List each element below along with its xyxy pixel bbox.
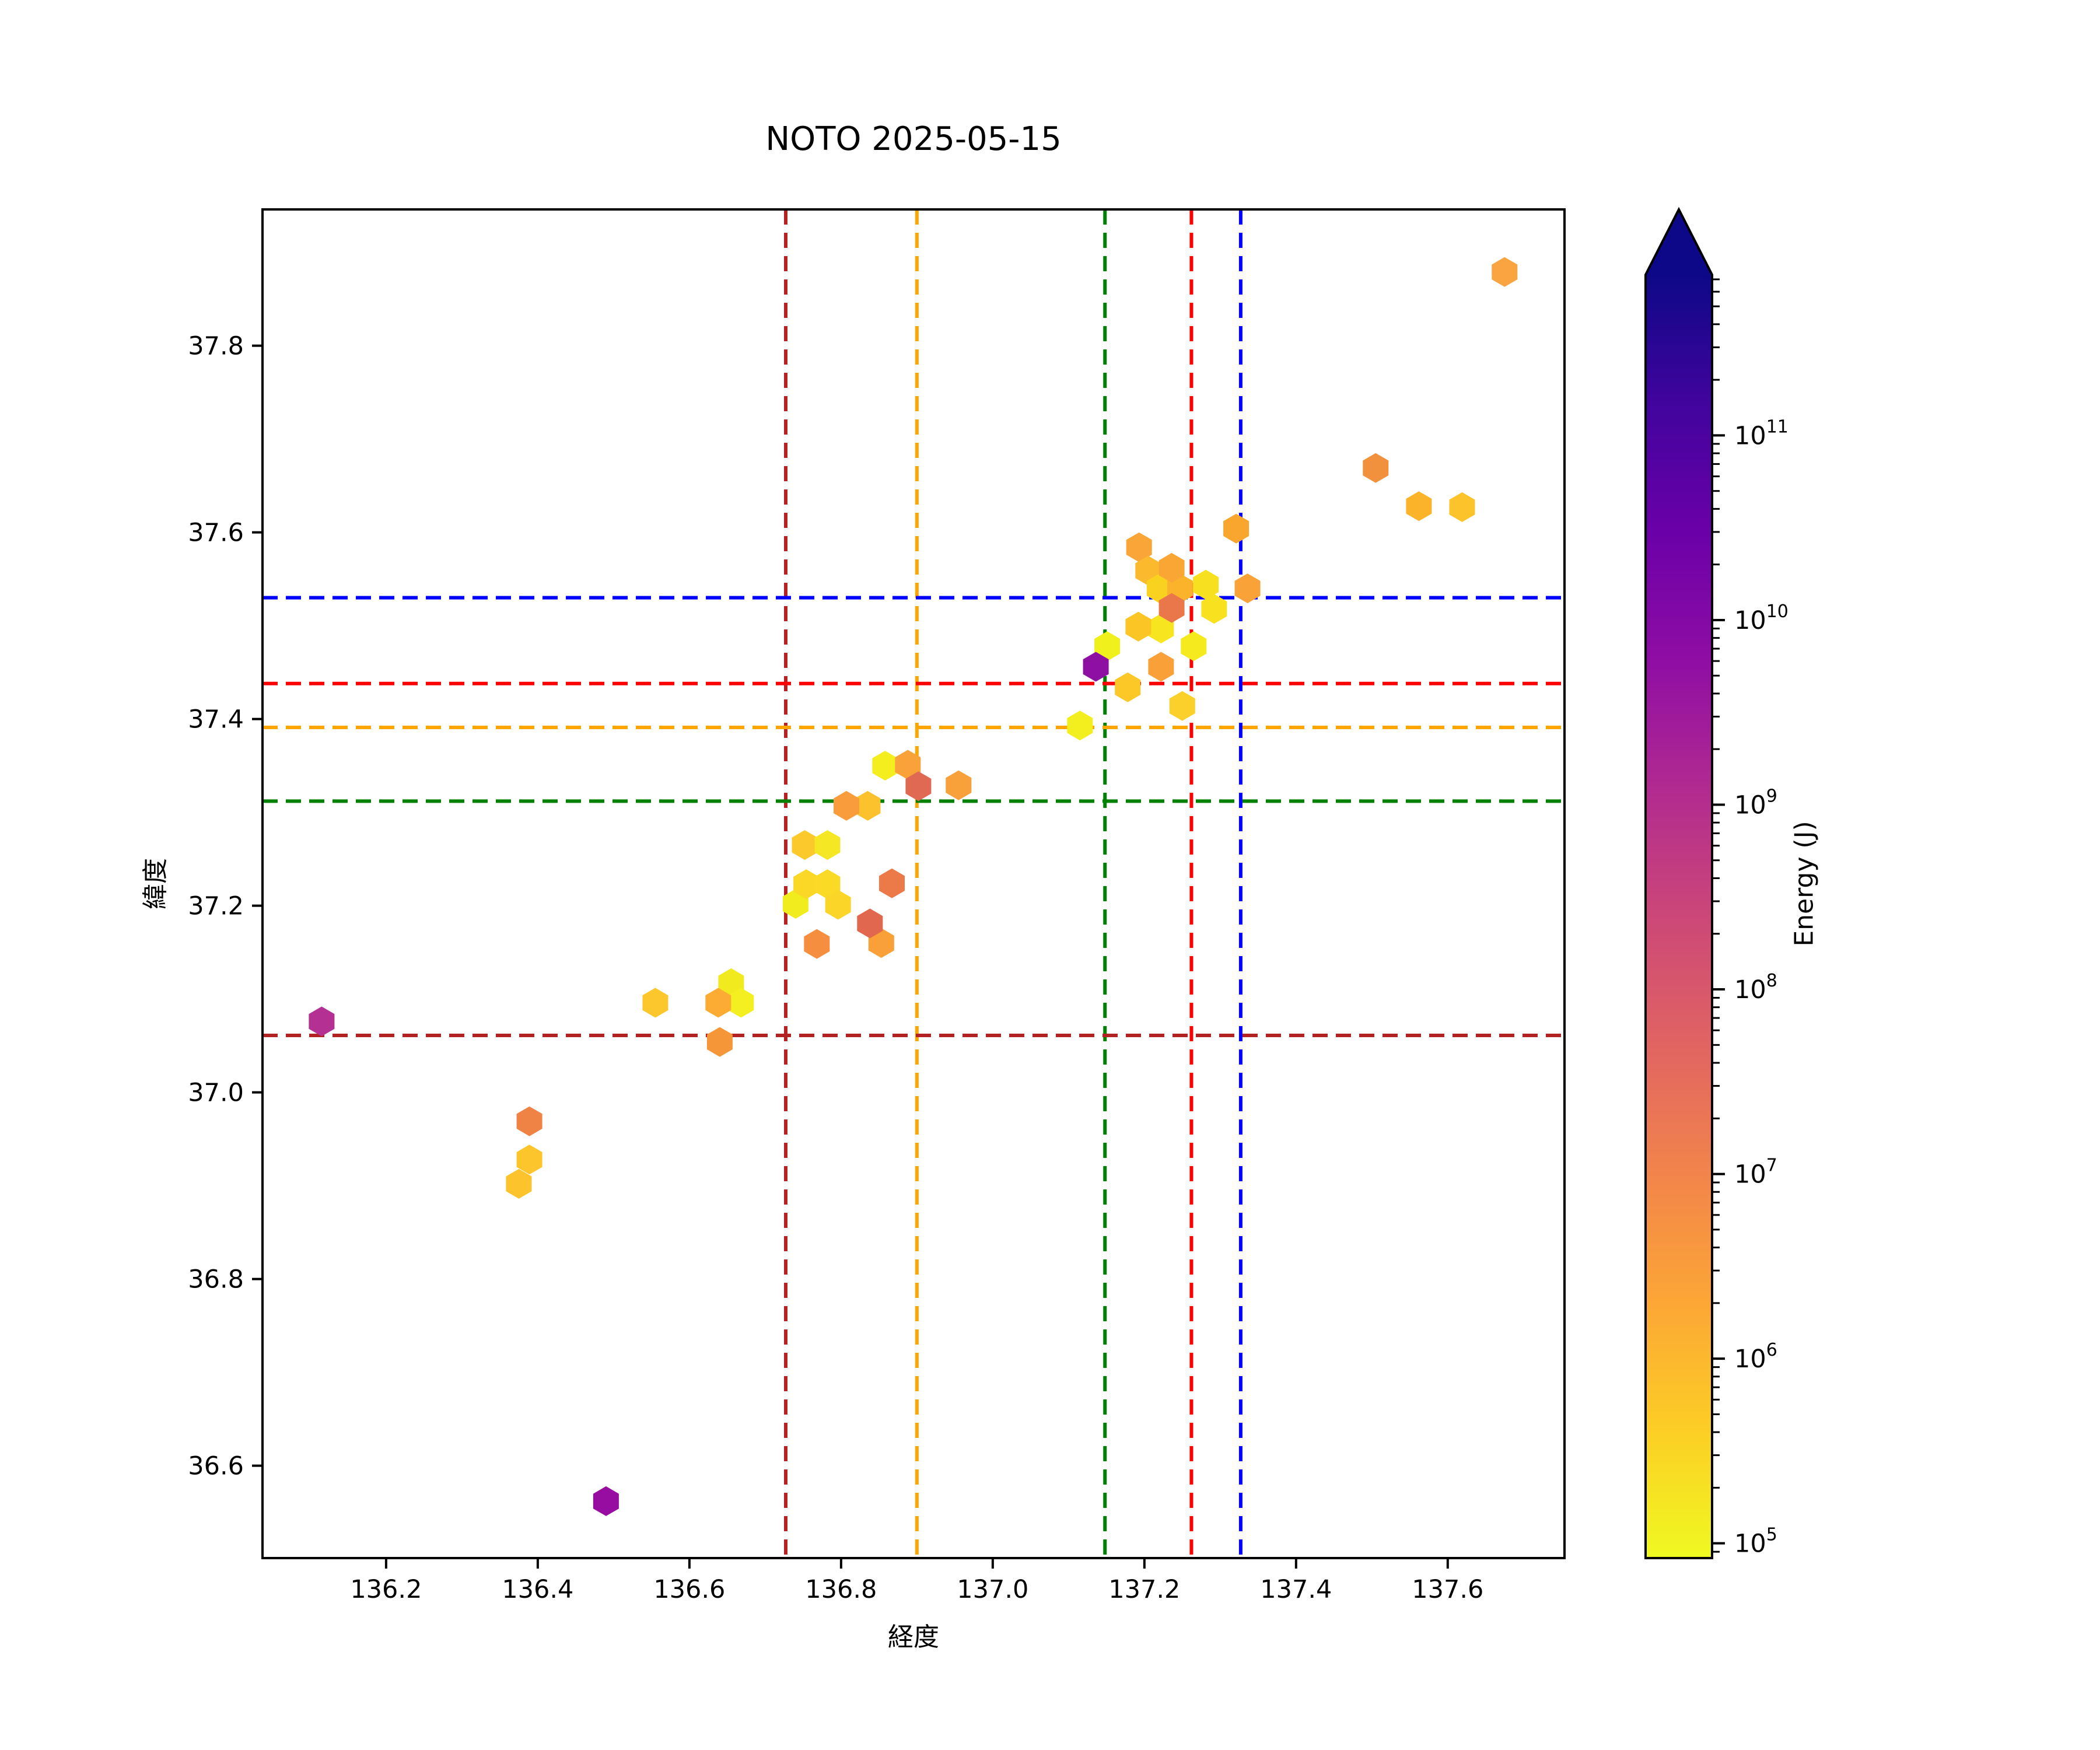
colorbar-tick-label: 1010 xyxy=(1734,601,1788,635)
hexbin-point xyxy=(814,830,841,860)
hexbin-point xyxy=(1169,691,1195,721)
hexbin-point xyxy=(1223,513,1250,544)
hexbin-point xyxy=(1148,613,1174,643)
y-axis-tick-label: 37.2 xyxy=(188,892,244,921)
hexbin-point xyxy=(868,928,894,958)
hexbin-point xyxy=(857,908,883,939)
colorbar-tick-label: 106 xyxy=(1734,1340,1777,1374)
hexbin-point xyxy=(593,1486,619,1516)
hexbin-point xyxy=(872,751,898,781)
x-axis-tick-label: 137.4 xyxy=(1260,1575,1332,1604)
hexbin-point xyxy=(1201,594,1227,624)
x-axis-label: 経度 xyxy=(888,1622,939,1652)
colorbar-bar xyxy=(1646,275,1712,1558)
x-axis-tick-label: 137.6 xyxy=(1412,1575,1483,1604)
x-axis-tick-label: 137.0 xyxy=(957,1575,1028,1604)
hexbin-point xyxy=(1363,453,1389,483)
hexbin-point xyxy=(905,771,932,802)
hexbin-point xyxy=(946,770,972,800)
hexbin-point xyxy=(855,790,881,821)
colorbar-extend-arrow xyxy=(1646,209,1712,275)
x-axis-tick-label: 136.4 xyxy=(502,1575,573,1604)
colorbar-outline xyxy=(1644,206,1713,1559)
hexbin-point xyxy=(825,890,851,920)
hexbin-point xyxy=(1449,492,1475,522)
hexbin-point xyxy=(1146,573,1172,604)
hexbin-point xyxy=(1094,631,1121,662)
hexbin-point xyxy=(728,988,754,1018)
colorbar-label: Energy (J) xyxy=(1789,821,1819,947)
hexbin-point xyxy=(1067,710,1093,741)
colorbar-tick-label: 108 xyxy=(1734,971,1777,1005)
x-axis-tick-label: 137.2 xyxy=(1108,1575,1180,1604)
hexbin-point xyxy=(309,1006,335,1037)
colorbar-tick-label: 1011 xyxy=(1734,416,1788,450)
colorbar-tick-label: 107 xyxy=(1734,1156,1777,1189)
hexbin-point xyxy=(1083,652,1109,682)
y-axis-tick-label: 37.4 xyxy=(188,705,244,734)
hexbin-point xyxy=(834,790,859,821)
y-axis-label: 緯度 xyxy=(141,858,170,909)
hexbin-point xyxy=(1406,491,1432,522)
hexbin-point xyxy=(705,988,732,1018)
axes-frame xyxy=(261,208,1566,1559)
hexbin-point xyxy=(516,1144,542,1175)
chart-title: NOTO 2025-05-15 xyxy=(765,120,1062,158)
y-axis-tick-label: 37.6 xyxy=(188,519,244,548)
hexbin-point xyxy=(1193,569,1219,600)
hexbin-point xyxy=(1492,257,1518,287)
x-axis-tick-label: 136.8 xyxy=(805,1575,877,1604)
hexbin-point xyxy=(642,988,668,1018)
hexbin-point xyxy=(1126,532,1152,562)
hexbin-point xyxy=(792,830,818,860)
hexbin-point xyxy=(1158,552,1185,583)
hexbin-point xyxy=(814,869,841,900)
hexbin-point xyxy=(804,929,830,959)
hexbin-point xyxy=(793,869,820,900)
hexbin-point xyxy=(1234,573,1261,604)
colorbar-tick-label: 105 xyxy=(1734,1525,1777,1559)
hexbin-point xyxy=(895,750,921,780)
hexbin-point xyxy=(506,1168,532,1199)
hexbin-point xyxy=(1115,672,1141,702)
hexbin-point xyxy=(1181,631,1207,662)
x-axis-tick-label: 136.6 xyxy=(653,1575,725,1604)
hexbin-point xyxy=(1158,593,1185,623)
hexbin-point xyxy=(706,1027,733,1057)
hexbin-point xyxy=(1125,611,1152,642)
hexbin-point xyxy=(516,1106,542,1136)
x-axis-tick-label: 136.2 xyxy=(350,1575,422,1604)
y-axis-tick-label: 36.8 xyxy=(188,1265,244,1294)
y-axis-tick-label: 37.0 xyxy=(188,1079,244,1108)
y-axis-tick-label: 36.6 xyxy=(188,1452,244,1481)
y-axis-tick-label: 37.8 xyxy=(188,332,244,361)
hexbin-point xyxy=(1148,652,1174,682)
colorbar-tick-label: 109 xyxy=(1734,786,1777,820)
hexbin-point xyxy=(879,868,905,898)
